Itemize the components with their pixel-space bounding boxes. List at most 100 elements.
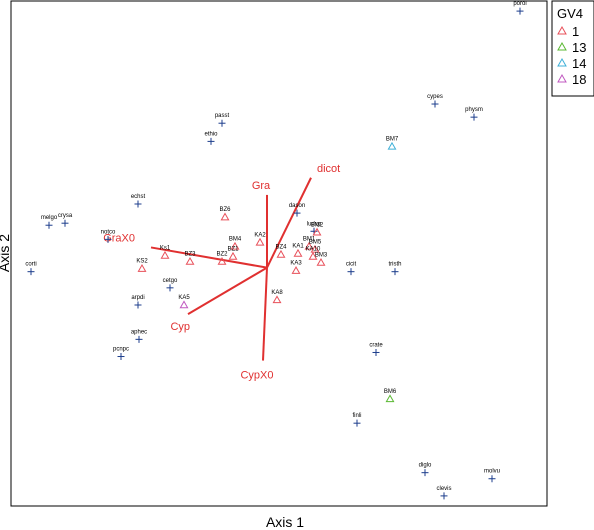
species-label: echst	[131, 194, 146, 200]
species-point: cicit	[346, 262, 357, 276]
species-label: pcnpc	[113, 347, 129, 353]
species-label: aphec	[131, 329, 147, 335]
species-point: molvu	[484, 469, 500, 483]
site-point: Ks1	[160, 246, 171, 259]
site-label: BZ3	[184, 252, 196, 258]
site-point: BM6	[384, 389, 397, 403]
species-point: porol	[513, 1, 527, 15]
site-marker-bm7	[387, 141, 397, 150]
site-label: KA5	[178, 295, 190, 301]
legend-label-1: 1	[572, 24, 579, 39]
site-point: BM1	[303, 236, 316, 250]
site-label: BM7	[386, 136, 399, 142]
site-label: BM3	[315, 253, 328, 259]
site-marker-ka2	[255, 237, 265, 246]
site-marker-ka3	[291, 266, 301, 274]
site-marker-ka5	[179, 300, 189, 309]
site-marker-bm1	[304, 241, 314, 250]
species-point: dason	[289, 203, 305, 217]
species-point: finli	[352, 413, 362, 427]
site-marker-bm4	[230, 241, 240, 250]
site-point: KA8	[271, 290, 283, 304]
site-label: BZ2	[216, 252, 228, 258]
site-point: BM4	[229, 236, 242, 250]
vector-grax0	[150, 246, 268, 269]
species-label: cicit	[346, 262, 357, 268]
env-vectors: Gra dicot GraX0 Cyp CypX0	[103, 163, 340, 382]
site-label: BM1	[303, 236, 316, 242]
site-marker-bz2	[217, 256, 227, 265]
site-marker-bm5	[310, 244, 320, 253]
species-label: clevis	[436, 486, 451, 492]
site-point: BM3	[315, 253, 328, 266]
plot-frame	[10, 0, 548, 507]
site-marker-bz1	[228, 251, 238, 260]
species-label: cypes	[427, 94, 443, 100]
x-axis-label: Axis 1	[266, 514, 304, 530]
species-label: finli	[352, 413, 361, 419]
site-point: KA10	[306, 247, 321, 260]
vector-label-cyp: Cyp	[170, 321, 190, 333]
site-marker-ks1	[160, 250, 170, 259]
site-point: BM2	[311, 222, 324, 236]
legend-marker-1	[557, 25, 567, 35]
species-point: clevis	[436, 486, 452, 500]
site-marker-bm6	[385, 394, 395, 403]
species-point: passt	[215, 113, 230, 127]
species-point: notco	[101, 229, 116, 243]
site-point: KA5	[178, 295, 190, 309]
site-point: BZ4	[275, 245, 287, 258]
vector-cyp	[187, 266, 268, 315]
species-point: melgo	[41, 215, 58, 229]
species-label: ethio	[204, 131, 218, 137]
site-marker-ks2	[137, 264, 147, 272]
site-marker-bz3	[185, 256, 195, 265]
legend-label-13: 13	[572, 40, 586, 55]
site-point: KA3	[290, 261, 302, 274]
y-axis-label: Axis 2	[0, 234, 12, 272]
species-point: aphec	[131, 329, 147, 343]
species-label: arpdi	[131, 295, 144, 301]
vector-label-cypx0: CypX0	[240, 370, 273, 382]
site-point: BZ1	[227, 247, 239, 260]
species-label: physm	[465, 107, 483, 113]
site-label: BM6	[384, 389, 397, 395]
site-marker-bm2	[312, 227, 322, 236]
legend-marker-14	[557, 57, 567, 67]
site-point: BZ2	[216, 252, 228, 265]
vector-cypx0	[262, 267, 268, 361]
species-point: ethio	[204, 131, 218, 145]
site-label: BM2	[311, 222, 324, 228]
site-label: KA8	[271, 290, 283, 296]
species-label: molvu	[484, 469, 500, 475]
site-marker-ka10	[308, 251, 318, 260]
site-point: BM7	[386, 136, 399, 150]
species-point: cypes	[427, 94, 443, 108]
site-point: KA2	[254, 232, 266, 246]
site-marker-ka8	[272, 295, 282, 304]
species-label: melgo	[41, 215, 58, 221]
site-point: BZ6	[219, 207, 231, 221]
legend-label-18: 18	[572, 72, 586, 87]
species-point: crate	[369, 342, 383, 356]
species-label: porol	[513, 1, 526, 7]
species-label: dason	[289, 203, 305, 209]
species-point: tristh	[388, 262, 402, 276]
site-label: KA10	[306, 247, 321, 253]
vector-dicot	[266, 177, 312, 269]
species-label: corti	[25, 262, 36, 268]
site-point: BZ3	[184, 252, 196, 265]
site-label: BM4	[229, 236, 242, 242]
species-label: cetgo	[163, 278, 178, 284]
legend-title: GV4	[557, 6, 583, 21]
site-label: KA3	[290, 261, 302, 267]
species-point: echst	[131, 194, 146, 208]
site-label: Ks1	[160, 246, 171, 252]
site-label: KA1	[292, 244, 304, 250]
species-point: pcnpc	[113, 347, 129, 361]
site-label: BZ6	[219, 207, 231, 213]
